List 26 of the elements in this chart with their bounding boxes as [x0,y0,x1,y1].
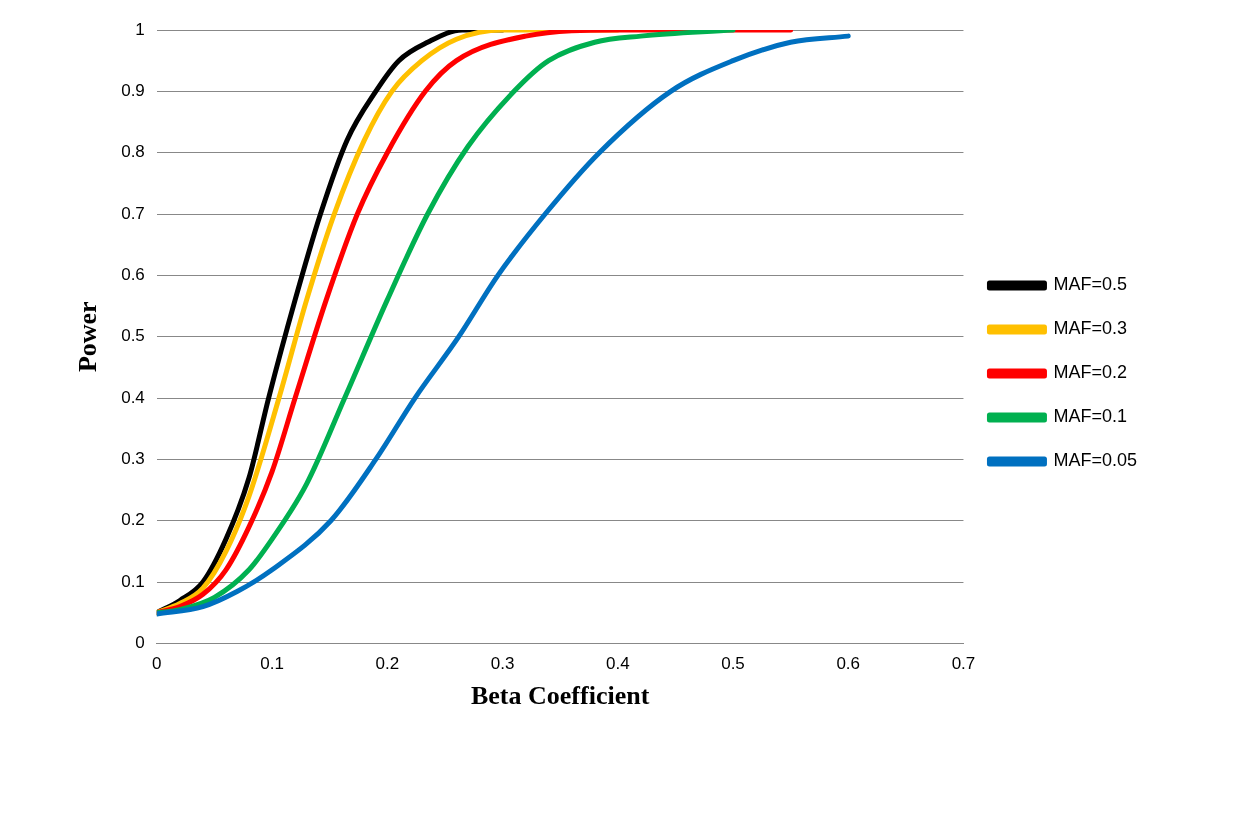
y-tick-label: 1 [135,19,145,39]
x-tick-label: 0.3 [490,654,515,674]
y-tick-label: 0 [135,633,145,653]
legend-label: MAF=0.1 [1053,406,1127,427]
legend-label: MAF=0.3 [1053,318,1127,339]
y-tick-label: 0.4 [121,387,145,407]
legend-label: MAF=0.2 [1053,362,1127,383]
x-tick-label: 0.6 [836,654,861,674]
y-tick-label: 0.6 [121,265,145,285]
y-tick-label: 0.7 [121,203,145,223]
x-tick-label: 0.5 [721,654,745,674]
y-tick-label: 0.2 [121,510,145,530]
y-tick-label: 0.3 [121,449,145,469]
x-tick-label: 0.2 [375,654,400,674]
x-tick-label: 0.4 [605,654,630,674]
y-tick-label: 0.9 [121,81,145,101]
x-tick-label: 0 [152,654,162,674]
x-axis-title: Beta Coefficient [470,681,650,711]
x-tick-label: 0.7 [951,654,976,674]
y-axis-title: Power [73,301,103,373]
y-tick-label: 0.1 [121,571,145,591]
y-tick-label: 0.5 [121,326,145,346]
legend-label: MAF=0.05 [1053,450,1138,471]
x-tick-label: 0.1 [260,654,284,674]
legend-label: MAF=0.5 [1053,274,1127,295]
y-tick-label: 0.8 [121,142,145,162]
